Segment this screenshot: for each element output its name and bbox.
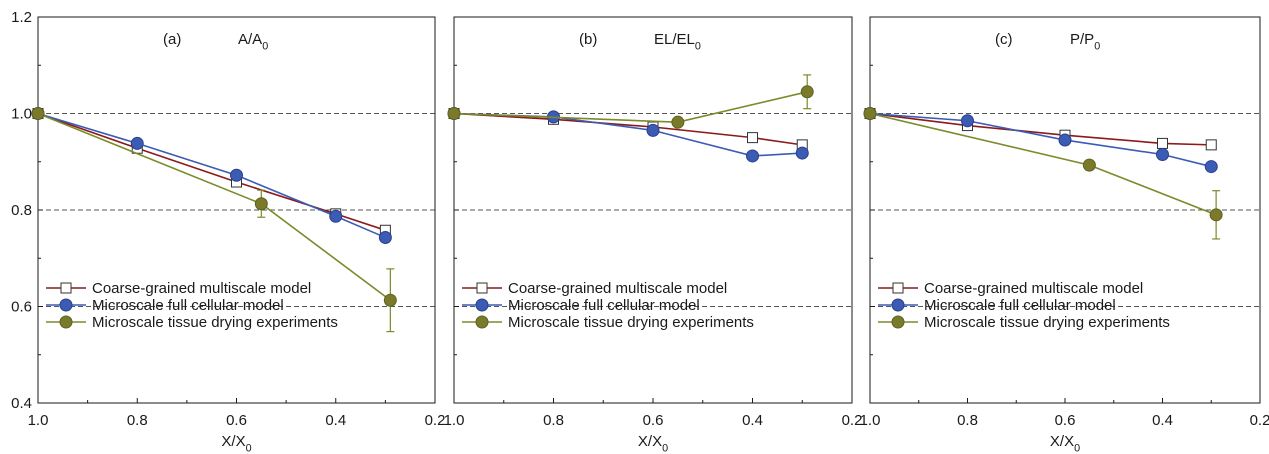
x-tick-label: 0.6 (226, 412, 247, 429)
data-point (254, 197, 268, 211)
legend-marker (891, 298, 905, 312)
x-tick-label: 1.0 (28, 412, 49, 429)
legend-label: Coarse-grained multiscale model (508, 280, 727, 297)
panel-title: A/A0 (238, 31, 268, 52)
y-tick-label: 0.4 (11, 395, 32, 412)
series-line (37, 112, 391, 301)
legend: Coarse-grained multiscale modelMicroscal… (462, 280, 754, 331)
x-axis-label: X/X0 (638, 433, 668, 454)
x-tick-label: 0.8 (543, 412, 564, 429)
data-point (795, 146, 809, 160)
x-axis-label: X/X0 (221, 433, 251, 454)
legend-marker (475, 315, 489, 329)
panel-label: (a) (163, 31, 181, 48)
data-point (1209, 208, 1223, 222)
series-line (453, 91, 808, 123)
data-point (1204, 160, 1218, 174)
data-point (671, 115, 685, 129)
chart-panel-1: 1.0 0.8 0.6 0.4 0.2 0.4 0.6 0.8 1.0 1.2 X/X0 (a) A/A… (11, 9, 445, 454)
data-point (1156, 148, 1169, 162)
x-tick-label: 0.4 (742, 412, 763, 429)
x-tick-label: 0.2 (425, 412, 446, 429)
series-line (869, 112, 1217, 216)
data-point (746, 149, 759, 163)
data-point (130, 136, 144, 150)
legend: Coarse-grained multiscale modelMicroscal… (878, 280, 1170, 331)
x-tick-label: 1.0 (860, 412, 881, 429)
y-tick-label: 1.2 (11, 9, 32, 26)
data-point (646, 123, 660, 137)
legend-label: Microscale tissue drying experiments (508, 314, 754, 331)
data-point (961, 114, 974, 128)
legend-label: Coarse-grained multiscale model (924, 280, 1143, 297)
x-tick-label: 0.6 (1055, 412, 1076, 429)
data-point (1157, 137, 1168, 149)
legend-marker (892, 282, 904, 294)
x-tick-label: 1.0 (444, 412, 465, 429)
legend-marker (475, 298, 489, 312)
chart-panel-3: 1.0 0.8 0.6 0.4 0.2 X/X0 (c) P/P0 Coarse-grained… (860, 16, 1269, 454)
legend-label: Microscale tissue drying experiments (924, 314, 1170, 331)
x-tick-label: 0.8 (957, 412, 978, 429)
data-point (383, 293, 397, 307)
data-point (747, 132, 758, 144)
legend-label: Microscale tissue drying experiments (92, 314, 338, 331)
y-tick-label: 0.6 (11, 299, 32, 316)
data-point (329, 209, 343, 223)
legend-label: Microscale full cellular model (508, 297, 700, 314)
x-axis-label: X/X0 (1050, 433, 1080, 454)
data-point (230, 168, 243, 182)
y-tick-label: 0.8 (11, 202, 32, 219)
panel-label: (b) (579, 31, 597, 48)
data-point (447, 107, 461, 120)
legend-marker (59, 298, 73, 312)
x-tick-label: 0.4 (1152, 412, 1173, 429)
legend-label: Microscale full cellular model (924, 297, 1116, 314)
data-point (31, 107, 45, 120)
data-point (863, 107, 877, 120)
panel-label: (c) (995, 31, 1013, 48)
x-tick-label: 0.6 (643, 412, 664, 429)
panel-title: EL/EL0 (654, 31, 701, 52)
data-point (800, 85, 814, 99)
data-point (1058, 133, 1072, 147)
chart-panel-2: 1.0 0.8 0.6 0.4 0.2 X/X0 (b) EL/EL0 Coarse-grain… (444, 16, 863, 454)
x-tick-label: 0.4 (325, 412, 346, 429)
data-point (1082, 158, 1096, 172)
x-tick-label: 0.2 (1250, 412, 1269, 429)
legend-label: Coarse-grained multiscale model (92, 280, 311, 297)
legend-marker (476, 282, 488, 294)
panel-title: P/P0 (1070, 31, 1100, 52)
data-point (1205, 139, 1217, 151)
legend: Coarse-grained multiscale modelMicroscal… (46, 280, 338, 331)
x-tick-label: 0.8 (127, 412, 148, 429)
y-tick-label: 1.0 (11, 106, 32, 123)
legend-marker (59, 315, 73, 329)
legend-label: Microscale full cellular model (92, 297, 284, 314)
x-tick-label: 0.2 (842, 412, 863, 429)
data-point (378, 231, 392, 245)
legend-marker (60, 282, 72, 294)
legend-marker (891, 315, 905, 329)
